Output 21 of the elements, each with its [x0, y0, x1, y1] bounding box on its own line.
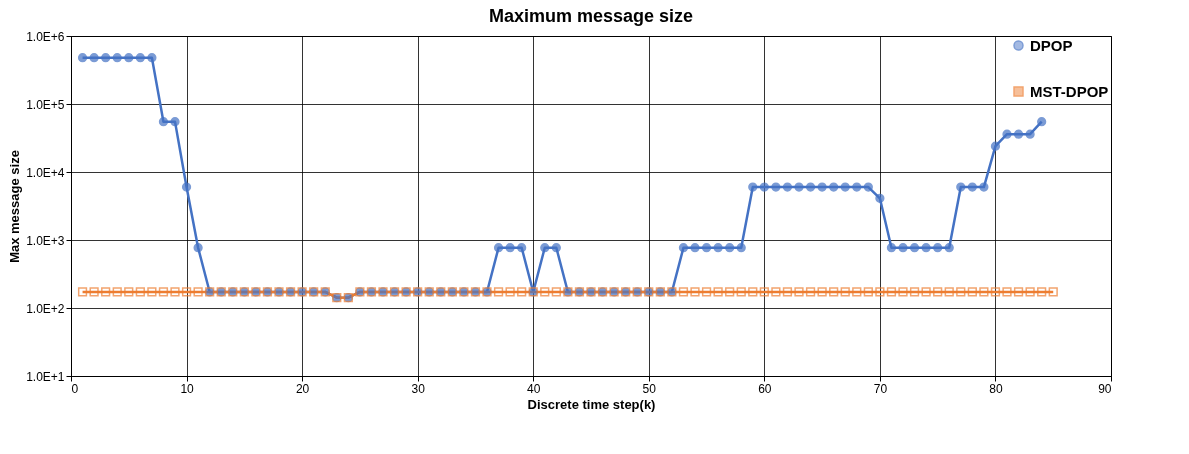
legend-label: DPOP [1030, 36, 1073, 54]
x-tick-label: 50 [642, 381, 657, 396]
chart-title: Maximum message size [488, 6, 694, 26]
x-tick-label: 70 [873, 381, 888, 396]
x-tick-label: 10 [180, 381, 195, 396]
legend-label: MST-DPOP [1030, 82, 1109, 100]
y-tick-label: 1.0E+6 [26, 29, 65, 44]
y-axis-title: Max message size [7, 150, 23, 263]
x-tick-label: 60 [758, 381, 772, 396]
x-tick-label: 20 [295, 381, 310, 396]
y-tick-label: 1.0E+4 [26, 165, 65, 180]
x-tick-label: 80 [989, 381, 1003, 396]
y-tick-label: 1.0E+5 [26, 97, 65, 112]
x-tick-label: 30 [411, 381, 426, 396]
y-tick-label: 1.0E+1 [26, 369, 65, 384]
x-tick-label: 0 [71, 381, 79, 396]
y-tick-label: 1.0E+2 [26, 301, 65, 316]
x-tick-label: 90 [1098, 381, 1112, 396]
x-axis-title: Discrete time step(k) [527, 396, 656, 412]
y-tick-label: 1.0E+3 [26, 233, 65, 248]
x-tick-label: 40 [527, 381, 541, 396]
